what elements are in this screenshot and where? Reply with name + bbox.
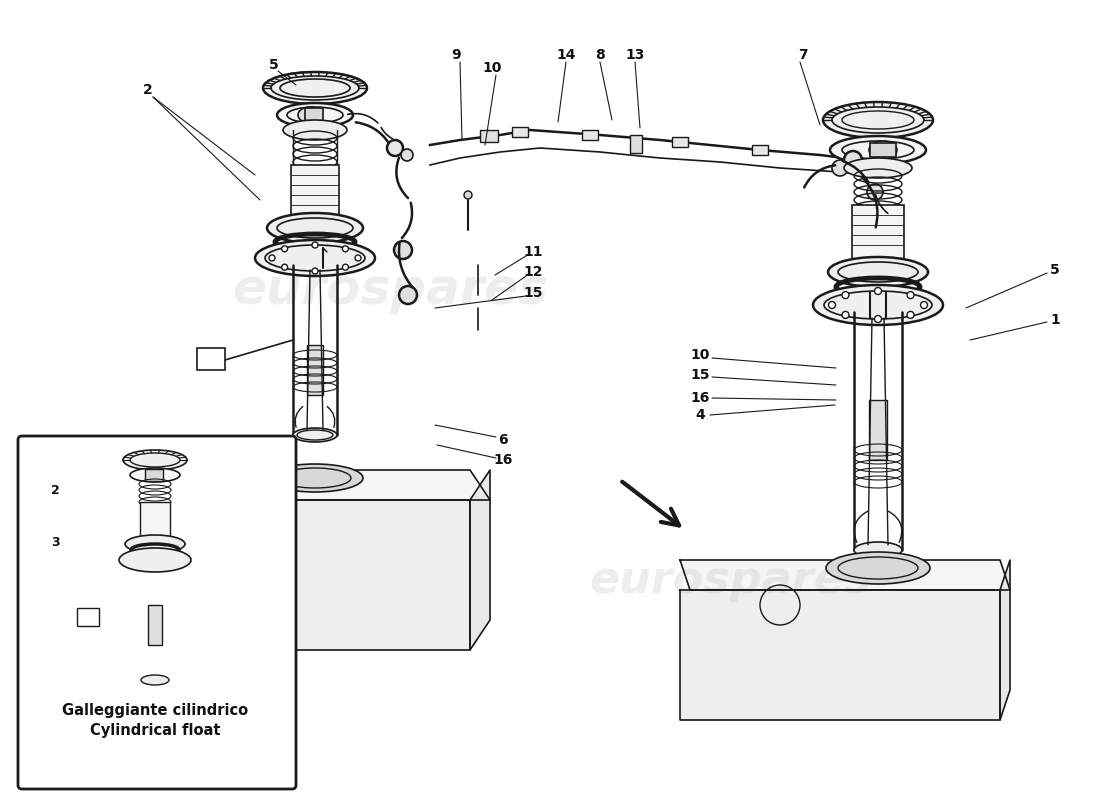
Bar	[292, 165, 339, 225]
Text: 14: 14	[557, 48, 575, 62]
Circle shape	[282, 264, 287, 270]
Text: 10: 10	[482, 61, 502, 75]
Polygon shape	[1000, 560, 1010, 720]
Ellipse shape	[293, 428, 337, 442]
Ellipse shape	[267, 213, 363, 243]
Circle shape	[828, 302, 836, 309]
Ellipse shape	[298, 107, 322, 123]
Text: eurospares: eurospares	[590, 558, 871, 602]
Text: 5: 5	[270, 58, 279, 72]
Circle shape	[270, 255, 275, 261]
Circle shape	[842, 292, 849, 298]
Text: 9: 9	[451, 48, 461, 62]
Bar	[140, 502, 170, 542]
Ellipse shape	[828, 257, 928, 287]
Ellipse shape	[869, 141, 896, 159]
Circle shape	[844, 151, 862, 169]
Text: 5: 5	[1050, 263, 1060, 277]
Bar	[197, 348, 226, 370]
Text: 1: 1	[1050, 313, 1060, 327]
Text: 15: 15	[524, 286, 542, 300]
Text: 12: 12	[524, 265, 542, 279]
Text: 11: 11	[524, 245, 542, 259]
Text: 15: 15	[691, 368, 710, 382]
Circle shape	[874, 287, 881, 294]
Polygon shape	[680, 560, 1010, 590]
Bar	[305, 108, 323, 122]
Ellipse shape	[267, 464, 363, 492]
Circle shape	[387, 140, 403, 156]
Text: 16: 16	[691, 391, 710, 405]
Text: 16: 16	[493, 453, 513, 467]
Ellipse shape	[119, 548, 191, 572]
Text: 8: 8	[595, 48, 605, 62]
Circle shape	[874, 315, 881, 322]
Text: Galleggiante cilindrico: Galleggiante cilindrico	[62, 702, 249, 718]
Circle shape	[921, 302, 927, 309]
Text: 13: 13	[625, 48, 645, 62]
Circle shape	[355, 255, 361, 261]
Circle shape	[402, 149, 412, 161]
Circle shape	[394, 241, 412, 259]
Circle shape	[312, 268, 318, 274]
Text: 2: 2	[51, 485, 59, 498]
Ellipse shape	[823, 102, 933, 138]
Ellipse shape	[813, 285, 943, 325]
Circle shape	[464, 191, 472, 199]
Circle shape	[399, 286, 417, 304]
Ellipse shape	[141, 675, 169, 685]
Ellipse shape	[130, 468, 180, 482]
Text: 2: 2	[143, 83, 153, 97]
Bar	[148, 605, 162, 645]
Circle shape	[312, 242, 318, 248]
Bar	[307, 345, 323, 395]
Text: Cylindrical float: Cylindrical float	[90, 722, 220, 738]
Ellipse shape	[830, 136, 926, 164]
Ellipse shape	[125, 535, 185, 553]
Text: 4: 4	[695, 408, 705, 422]
Bar	[869, 400, 887, 460]
Bar	[852, 205, 904, 270]
Ellipse shape	[263, 72, 367, 104]
Polygon shape	[155, 500, 470, 650]
Bar	[145, 469, 163, 481]
Ellipse shape	[826, 552, 930, 584]
Circle shape	[908, 292, 914, 298]
Polygon shape	[470, 470, 490, 650]
Circle shape	[832, 160, 848, 176]
Circle shape	[867, 184, 883, 200]
Text: 6: 6	[498, 433, 508, 447]
Circle shape	[342, 264, 349, 270]
Polygon shape	[155, 470, 490, 500]
Bar	[752, 145, 768, 155]
Text: 10: 10	[691, 348, 710, 362]
Polygon shape	[680, 590, 1000, 720]
Ellipse shape	[277, 103, 353, 127]
Bar	[672, 137, 688, 147]
Circle shape	[908, 311, 914, 318]
Bar	[870, 143, 896, 157]
Text: 7: 7	[799, 48, 807, 62]
Bar	[630, 135, 642, 153]
Ellipse shape	[844, 158, 912, 178]
Text: eurospares: eurospares	[232, 266, 548, 314]
Circle shape	[282, 246, 287, 252]
Circle shape	[886, 215, 899, 229]
Bar	[582, 130, 598, 140]
Text: 3: 3	[51, 537, 59, 550]
Bar	[480, 130, 498, 142]
Circle shape	[842, 311, 849, 318]
Ellipse shape	[854, 542, 902, 558]
Circle shape	[342, 246, 349, 252]
Ellipse shape	[283, 120, 346, 140]
Ellipse shape	[123, 450, 187, 470]
Ellipse shape	[255, 240, 375, 276]
Bar	[512, 127, 528, 137]
Bar	[77, 608, 99, 626]
FancyBboxPatch shape	[18, 436, 296, 789]
